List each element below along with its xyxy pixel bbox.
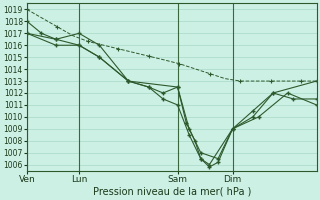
X-axis label: Pression niveau de la mer( hPa ): Pression niveau de la mer( hPa ) — [92, 187, 251, 197]
